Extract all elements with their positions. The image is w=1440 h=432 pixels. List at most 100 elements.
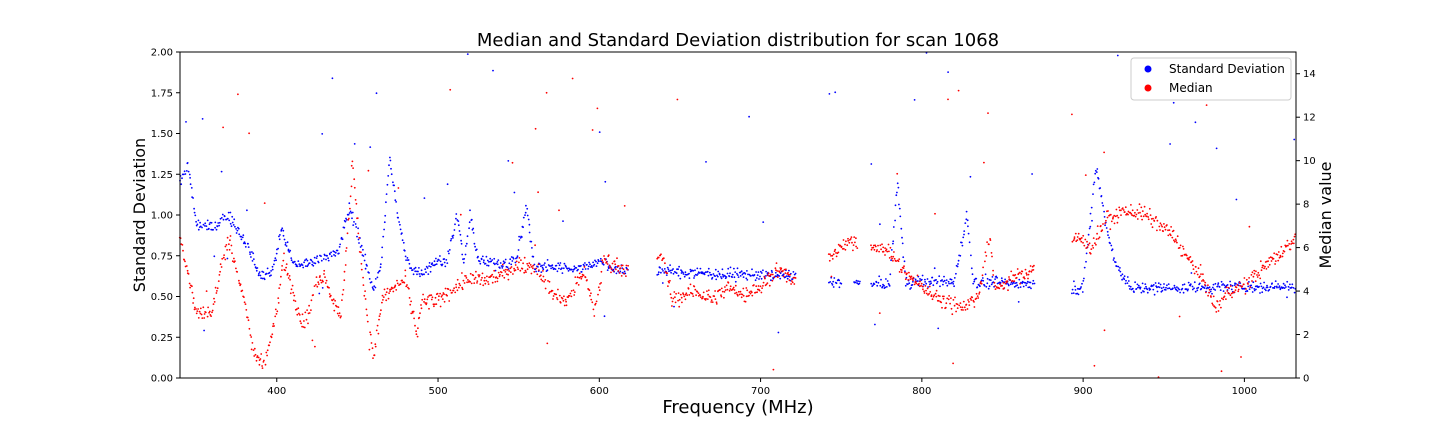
std-point	[1154, 282, 1157, 284]
median-point	[751, 294, 754, 297]
median-point	[935, 289, 938, 292]
median-point	[903, 265, 905, 268]
std-point	[1106, 230, 1109, 233]
median-point	[1205, 104, 1208, 106]
std-point	[895, 194, 898, 197]
std-point	[727, 267, 730, 270]
std-point	[227, 211, 230, 214]
std-point	[614, 266, 617, 268]
std-point	[943, 279, 946, 282]
std-point	[589, 263, 591, 266]
median-point	[1233, 291, 1236, 293]
std-point	[832, 286, 835, 288]
std-point	[414, 266, 417, 269]
axes-layer: 400 500 600 700 800 900 10000.000.250.500.751.…	[151, 48, 1316, 398]
std-point	[999, 281, 1002, 284]
median-point	[884, 254, 886, 256]
std-point	[265, 272, 268, 275]
std-point	[737, 276, 740, 278]
std-point	[196, 223, 199, 226]
std-point	[1196, 289, 1199, 292]
std-point	[416, 273, 418, 276]
median-point	[253, 355, 256, 357]
median-point	[929, 291, 932, 293]
std-point	[369, 146, 372, 149]
std-point	[1072, 292, 1075, 294]
std-point	[1134, 281, 1136, 284]
std-point	[906, 283, 909, 286]
std-point	[324, 254, 326, 257]
std-point	[509, 258, 512, 261]
median-point	[707, 289, 710, 292]
median-point	[1238, 281, 1241, 284]
std-point	[443, 261, 446, 264]
median-point	[603, 255, 605, 257]
std-point	[693, 277, 695, 279]
median-point	[443, 300, 446, 303]
std-point	[443, 258, 446, 260]
std-point	[833, 277, 836, 279]
median-point	[678, 305, 681, 308]
median-point	[699, 296, 702, 298]
median-point	[382, 296, 385, 298]
median-point	[563, 304, 566, 307]
median-point	[1140, 206, 1143, 209]
median-point	[258, 363, 261, 366]
median-point	[252, 349, 255, 351]
std-point	[1231, 284, 1234, 287]
median-point	[1254, 280, 1257, 283]
median-point	[928, 292, 930, 295]
median-point	[478, 275, 480, 278]
median-point	[459, 284, 462, 287]
median-point	[372, 357, 374, 359]
median-point	[1020, 272, 1023, 275]
median-point	[263, 359, 265, 362]
median-point	[1146, 212, 1148, 215]
median-point	[771, 273, 774, 276]
std-point	[514, 261, 517, 264]
median-point	[1286, 239, 1289, 242]
median-point	[448, 300, 451, 302]
median-point	[1130, 212, 1133, 215]
median-point	[247, 319, 250, 322]
median-point	[933, 294, 936, 297]
std-point	[355, 226, 358, 228]
median-point	[757, 285, 760, 287]
median-point	[719, 288, 721, 291]
std-point	[774, 271, 777, 274]
std-point	[953, 277, 956, 279]
std-point	[870, 163, 873, 165]
median-point	[1173, 239, 1175, 242]
std-point	[1092, 193, 1094, 196]
median-point	[353, 186, 356, 189]
std-point	[532, 255, 535, 258]
std-point	[596, 262, 599, 265]
std-point	[1077, 293, 1080, 296]
std-point	[957, 263, 959, 265]
std-point	[1016, 284, 1019, 287]
median-point	[514, 264, 517, 266]
median-point	[497, 271, 500, 274]
std-point	[472, 232, 475, 234]
median-point	[776, 276, 779, 278]
std-point	[747, 273, 749, 276]
median-point	[510, 266, 513, 268]
median-point	[1124, 206, 1127, 209]
std-point	[189, 177, 192, 179]
std-point	[338, 252, 340, 255]
std-point	[447, 250, 450, 253]
std-point	[595, 260, 597, 263]
median-point	[656, 257, 659, 260]
std-point	[399, 228, 402, 231]
median-point	[301, 313, 304, 316]
median-point	[779, 268, 782, 271]
median-point	[1109, 213, 1112, 216]
std-point	[1156, 290, 1159, 293]
std-point	[1253, 288, 1256, 290]
std-point	[990, 283, 993, 286]
median-point	[952, 299, 955, 301]
std-point	[283, 238, 286, 241]
median-point	[713, 295, 716, 298]
median-point	[973, 301, 975, 303]
std-point	[1217, 282, 1220, 285]
